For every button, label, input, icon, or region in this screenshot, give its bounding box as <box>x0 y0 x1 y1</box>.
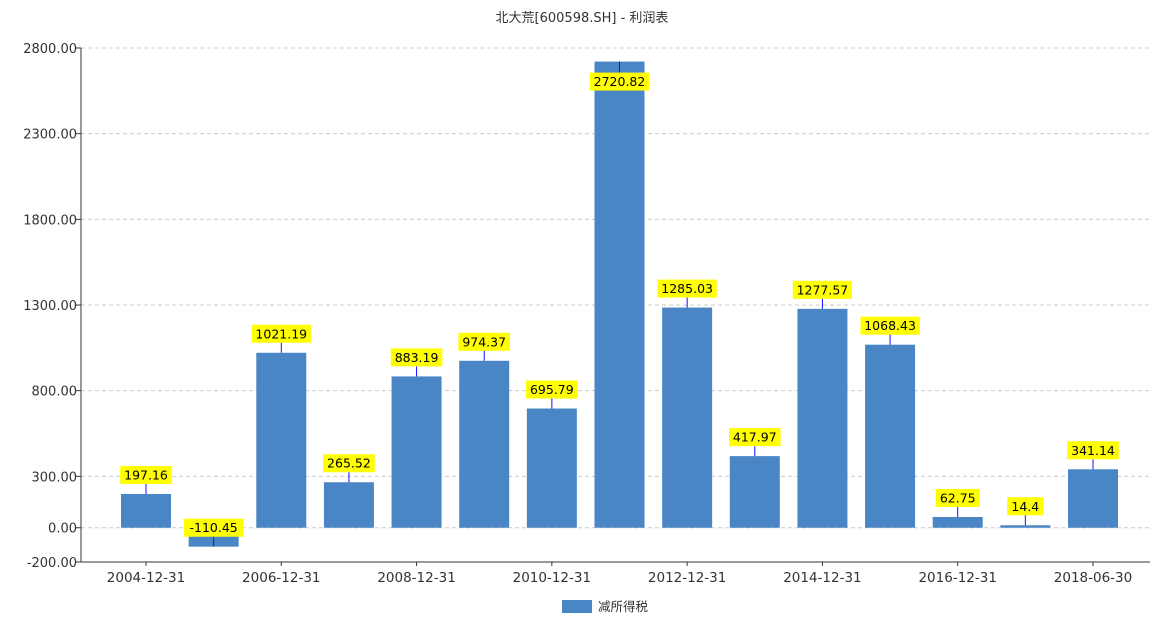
bar[interactable] <box>526 408 577 528</box>
data-label: 695.79 <box>530 382 574 397</box>
data-label-box <box>120 465 172 484</box>
data-label: 883.19 <box>395 350 439 365</box>
x-tick-label: 2018-06-30 <box>1054 570 1132 586</box>
data-label-box <box>458 332 511 351</box>
bars <box>121 61 1118 547</box>
bar[interactable] <box>121 493 171 528</box>
data-label: 341.14 <box>1071 443 1115 458</box>
legend-swatch[interactable] <box>562 600 592 613</box>
chart-title: 北大荒[600598.SH] - 利润表 <box>496 11 669 26</box>
bar[interactable] <box>932 516 983 528</box>
y-tick-label: -200.00 <box>27 556 77 571</box>
bar[interactable] <box>323 482 374 528</box>
data-label-box <box>1007 497 1044 516</box>
data-label-box <box>251 324 311 343</box>
data-label: 14.4 <box>1011 499 1039 514</box>
data-label-box <box>657 279 717 298</box>
data-label: 2720.82 <box>594 74 646 89</box>
data-label-box <box>323 454 375 473</box>
legend[interactable]: 减所得税 <box>562 599 649 614</box>
x-tick-label: 2014-12-31 <box>783 570 861 586</box>
x-tick-label: 2006-12-31 <box>242 570 320 586</box>
data-label-box <box>184 518 244 537</box>
legend-label[interactable]: 减所得税 <box>598 599 649 614</box>
data-labels: 197.16 -110.45 1021.19 265.52 883.19 974.37 69… <box>120 61 1119 547</box>
bar[interactable] <box>391 376 442 528</box>
bar[interactable] <box>729 456 780 528</box>
y-tick-label: 0.00 <box>48 522 77 537</box>
x-tick-label: 2012-12-31 <box>648 570 726 586</box>
y-tick-label: 2300.00 <box>23 128 77 143</box>
data-label: 417.97 <box>733 430 777 445</box>
bar[interactable] <box>1000 525 1051 528</box>
data-label-box <box>390 348 443 367</box>
bar[interactable] <box>594 61 645 528</box>
data-label: 1021.19 <box>255 326 307 341</box>
x-tick-label: 2004-12-31 <box>107 570 185 586</box>
data-label: 1285.03 <box>661 281 713 296</box>
data-label: 197.16 <box>124 467 168 482</box>
bar[interactable] <box>459 360 510 528</box>
data-label-box <box>792 280 853 299</box>
data-label: -110.45 <box>190 520 238 535</box>
data-label: 1068.43 <box>864 318 916 333</box>
data-label-box <box>935 488 980 507</box>
bar[interactable] <box>256 352 307 528</box>
y-tick-label: 2800.00 <box>23 42 77 57</box>
bar[interactable] <box>797 308 848 528</box>
data-label: 62.75 <box>940 490 976 505</box>
data-label-box <box>860 316 920 335</box>
y-tick-label: 800.00 <box>32 385 78 400</box>
bar[interactable] <box>662 307 713 528</box>
y-tick-label: 300.00 <box>32 470 78 485</box>
bar[interactable] <box>865 344 916 528</box>
data-label: 974.37 <box>462 334 506 349</box>
y-tick-label: 1800.00 <box>23 213 77 228</box>
data-label-box <box>1067 441 1119 460</box>
x-tick-label: 2016-12-31 <box>918 570 996 586</box>
x-tick-label: 2010-12-31 <box>513 570 591 586</box>
data-label: 265.52 <box>327 456 371 471</box>
x-tick-label: 2008-12-31 <box>377 570 455 586</box>
data-label-box <box>728 428 781 447</box>
data-label-box <box>526 380 578 399</box>
data-label-box <box>589 72 650 91</box>
axes: 2800.00 2300.00 1800.00 1300.00 800.00 300.00… <box>23 42 1150 586</box>
y-tick-label: 1300.00 <box>23 299 77 314</box>
bar[interactable] <box>1068 469 1118 528</box>
data-label: 1277.57 <box>797 282 849 297</box>
